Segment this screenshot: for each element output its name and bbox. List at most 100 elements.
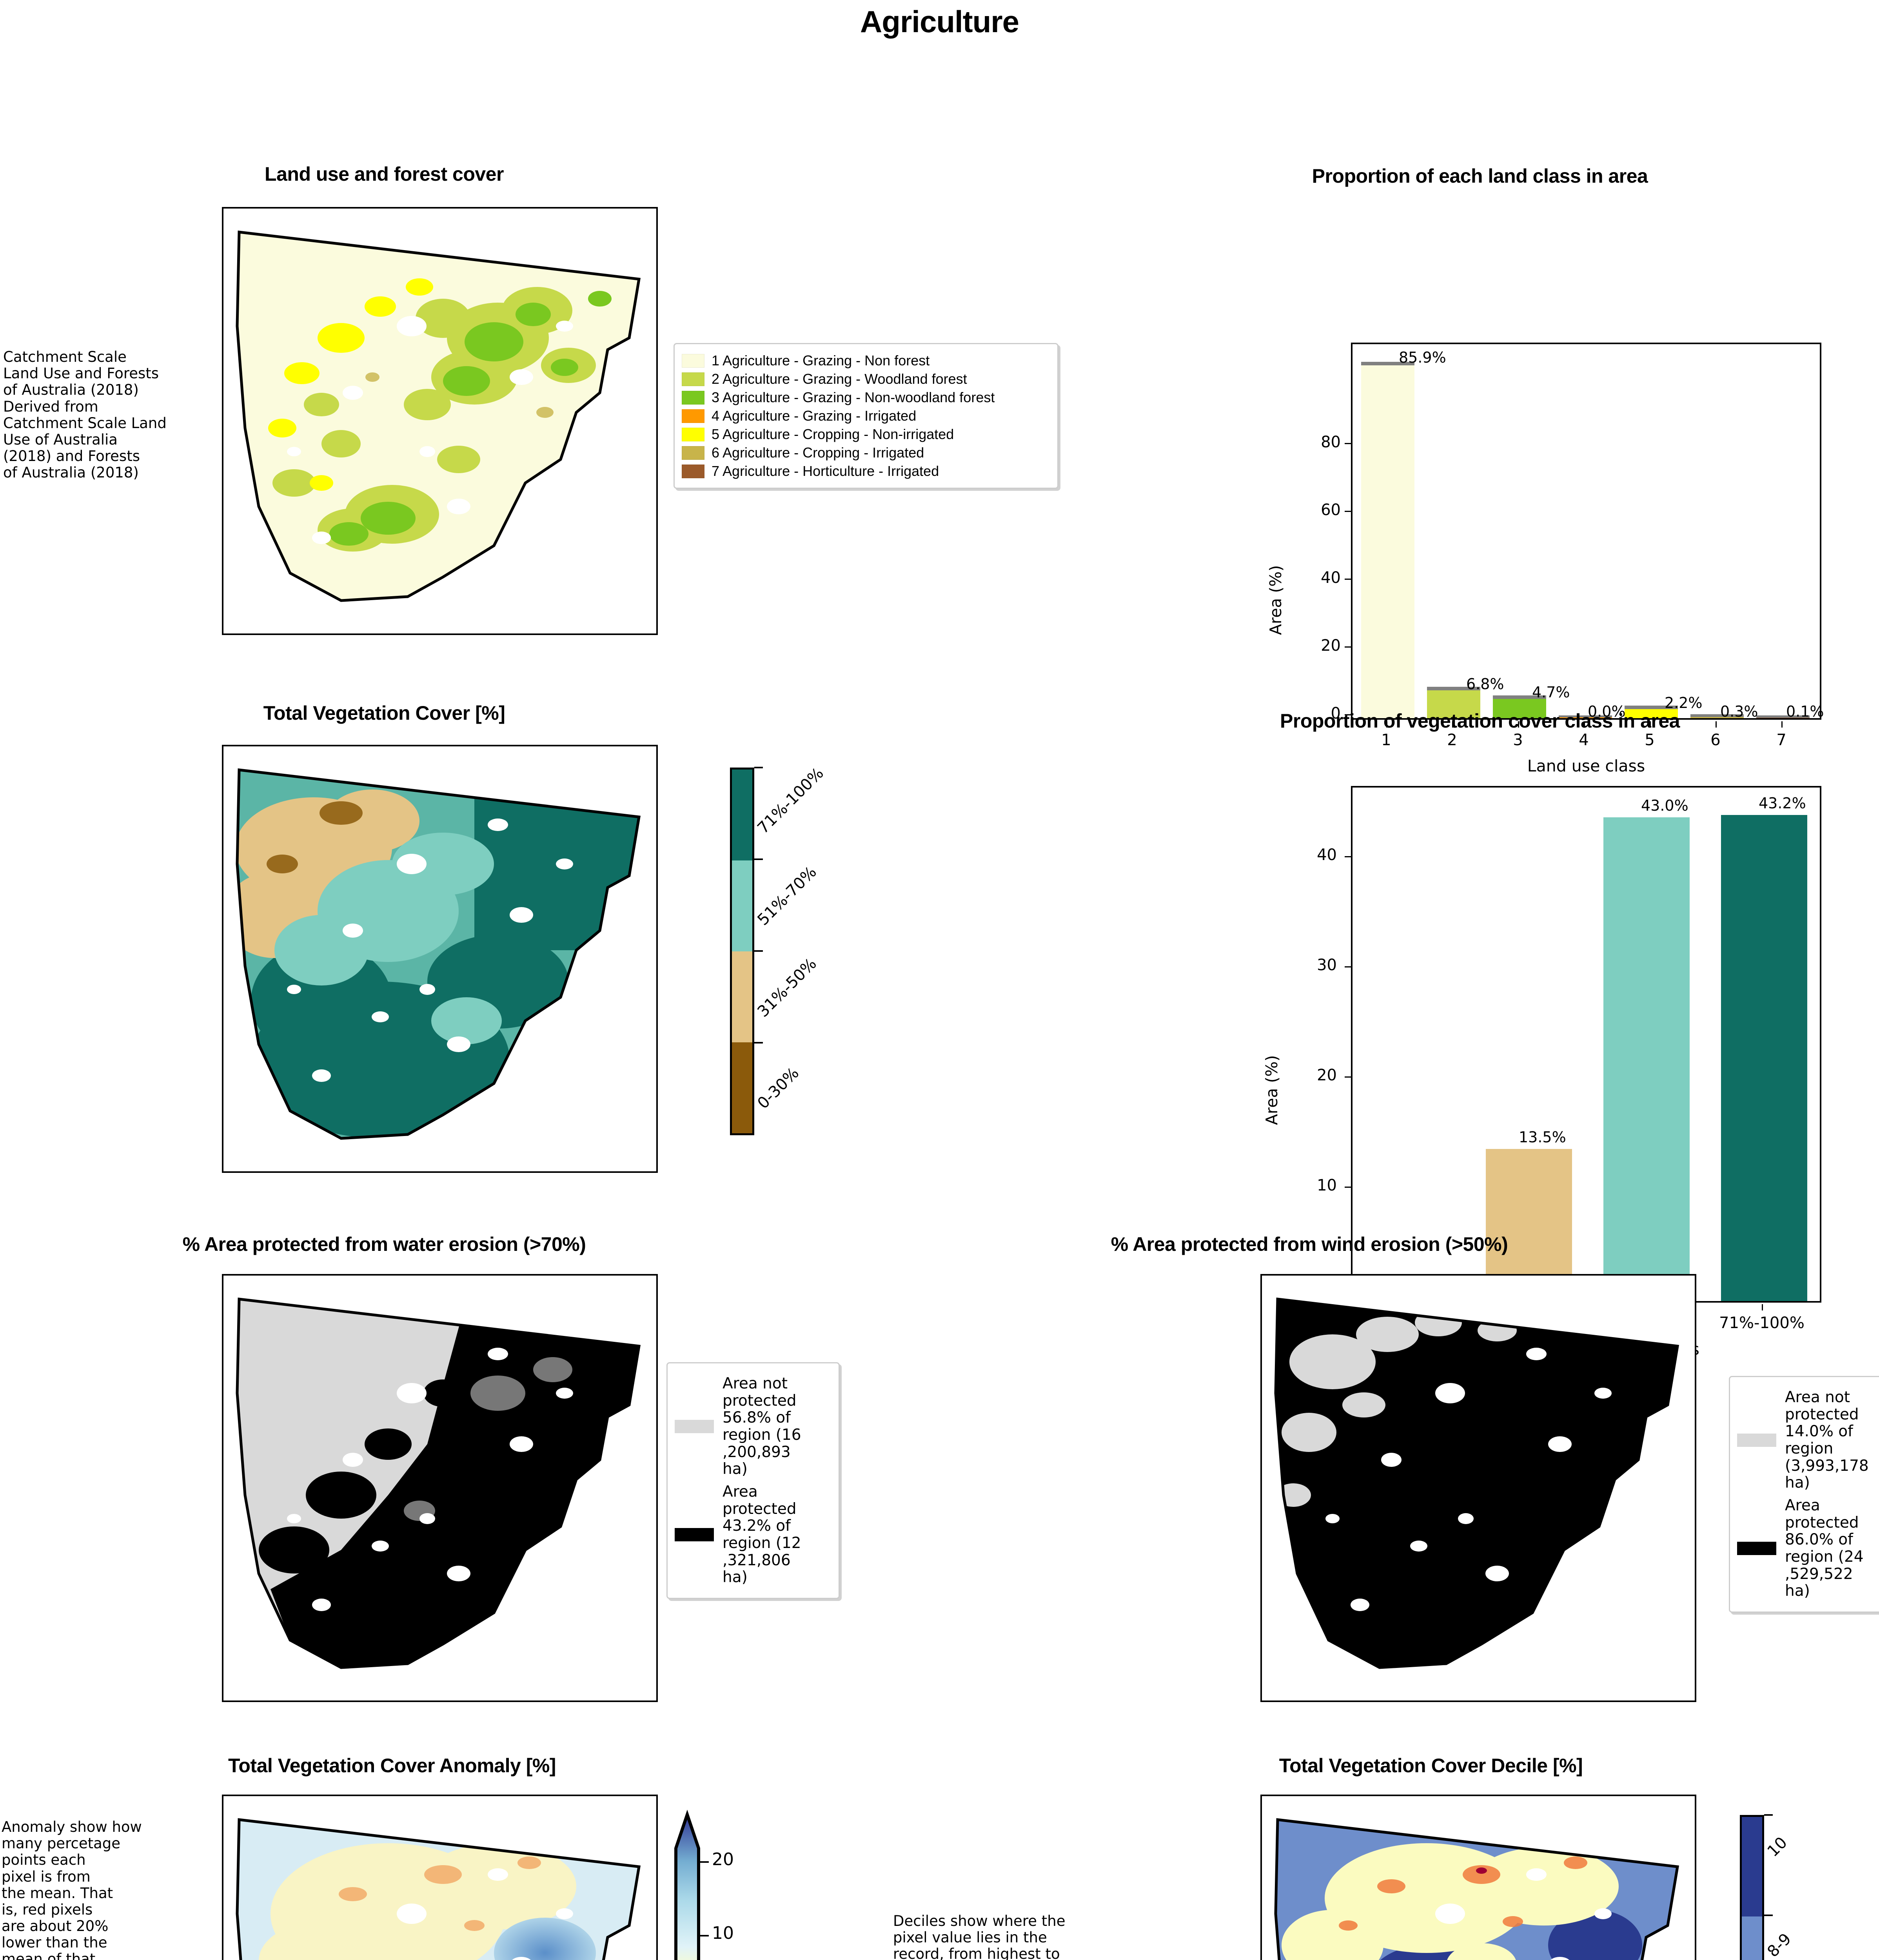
water-erosion-map[interactable] xyxy=(222,1274,658,1702)
x-tick-label: 7 xyxy=(1776,731,1786,749)
bar[interactable] xyxy=(1559,715,1612,718)
y-axis-label: Area (%) xyxy=(1262,1055,1281,1125)
colorbar-tick xyxy=(754,858,763,860)
bar[interactable] xyxy=(1427,687,1480,718)
legend-item[interactable]: Area protected 43.2% of region (12 ,321,… xyxy=(675,1483,831,1586)
bar[interactable] xyxy=(1721,815,1807,1301)
veg-class-chart: Proportion of vegetation cover class in … xyxy=(1117,698,1843,1359)
y-tick-mark xyxy=(1345,579,1351,580)
legend-swatch-icon xyxy=(682,354,704,368)
water-erosion-panel-title: % Area protected from water erosion (>70… xyxy=(78,1233,690,1256)
y-tick-label: 20 xyxy=(1317,1066,1337,1084)
y-tick-mark xyxy=(1345,646,1351,648)
bar-value-label: 6.8% xyxy=(1466,675,1504,693)
anomaly-map-shape xyxy=(236,1818,641,1960)
legend-item[interactable]: Area not protected 56.8% of region (16 ,… xyxy=(675,1375,831,1478)
land-class-chart-title: Proportion of each land class in area xyxy=(1312,165,1648,187)
colorbar-tick xyxy=(700,1861,709,1863)
colorbar-tick xyxy=(754,950,763,952)
x-tick-mark xyxy=(1781,721,1783,728)
x-tick-label: 4 xyxy=(1579,731,1589,749)
veg-cover-map[interactable] xyxy=(222,745,658,1173)
veg-class-chart-title: Proportion of vegetation cover class in … xyxy=(1280,710,1680,732)
bar[interactable] xyxy=(1361,362,1414,718)
anomaly-map[interactable] xyxy=(222,1795,658,1960)
x-tick-label: 2 xyxy=(1447,731,1457,749)
legend-swatch-icon xyxy=(1737,1542,1776,1555)
y-tick-mark xyxy=(1345,1076,1351,1078)
decile-colorbar[interactable] xyxy=(1740,1815,1764,1960)
veg-cover-panel-title: Total Vegetation Cover [%] xyxy=(129,702,639,724)
y-tick-label: 10 xyxy=(1317,1176,1337,1194)
decile-title: Total Vegetation Cover Decile [%] xyxy=(1279,1755,1583,1777)
colorbar-label: 31%-50% xyxy=(754,955,820,1021)
legend-label: 3 Agriculture - Grazing - Non-woodland f… xyxy=(712,389,995,405)
x-tick-mark xyxy=(1650,721,1651,728)
x-tick-label: 5 xyxy=(1645,731,1655,749)
anomaly-colorbar[interactable] xyxy=(674,1809,701,1960)
legend-label: 4 Agriculture - Grazing - Irrigated xyxy=(712,408,917,424)
land-use-map-shape xyxy=(236,230,641,602)
x-tick-mark xyxy=(1584,721,1585,728)
y-tick-label: 40 xyxy=(1321,569,1341,587)
decile-map-shape xyxy=(1274,1818,1679,1960)
land-class-chart: Proportion of each land class in area 80… xyxy=(1117,157,1843,775)
veg-cover-colorbar[interactable] xyxy=(730,768,754,1135)
legend-label: 6 Agriculture - Cropping - Irrigated xyxy=(712,445,924,461)
legend-item[interactable]: 7 Agriculture - Horticulture - Irrigated xyxy=(682,463,1050,479)
bar[interactable] xyxy=(1690,714,1744,718)
legend-label: 7 Agriculture - Horticulture - Irrigated xyxy=(712,463,939,479)
y-tick-label: 40 xyxy=(1317,846,1337,864)
decile-map[interactable] xyxy=(1260,1795,1696,1960)
wind-erosion-title: % Area protected from wind erosion (>50%… xyxy=(1111,1233,1508,1255)
legend-swatch-icon xyxy=(1737,1434,1776,1447)
colorbar-segment xyxy=(732,951,752,1042)
colorbar-segment xyxy=(732,860,752,951)
bar-value-label: 85.9% xyxy=(1399,349,1446,366)
legend-item[interactable]: 5 Agriculture - Cropping - Non-irrigated xyxy=(682,426,1050,443)
legend-item[interactable]: 2 Agriculture - Grazing - Woodland fores… xyxy=(682,371,1050,387)
bar-value-label: 2.2% xyxy=(1665,694,1703,711)
bar[interactable] xyxy=(1493,695,1546,718)
legend-item[interactable]: 1 Agriculture - Grazing - Non forest xyxy=(682,352,1050,369)
y-tick-mark xyxy=(1345,966,1351,967)
legend-label: Area protected 86.0% of region (24 ,529,… xyxy=(1785,1497,1864,1600)
land-use-title: Land use and forest cover xyxy=(265,163,504,185)
legend-item[interactable]: 3 Agriculture - Grazing - Non-woodland f… xyxy=(682,389,1050,406)
bar[interactable] xyxy=(1756,715,1810,718)
legend-swatch-icon xyxy=(682,464,704,478)
legend-item[interactable]: Area not protected 14.0% of region (3,99… xyxy=(1737,1389,1879,1492)
legend-item[interactable]: Area protected 86.0% of region (24 ,529,… xyxy=(1737,1497,1879,1600)
bar-value-label: 13.5% xyxy=(1519,1129,1566,1146)
y-tick-mark xyxy=(1345,714,1351,715)
bar[interactable] xyxy=(1625,706,1678,718)
wind-erosion-map[interactable] xyxy=(1260,1274,1696,1702)
legend-swatch-icon xyxy=(682,409,704,423)
bar[interactable] xyxy=(1603,817,1690,1301)
colorbar-tick xyxy=(754,1042,763,1044)
veg-cover-map-shape xyxy=(236,768,641,1140)
legend-label: Area protected 43.2% of region (12 ,321,… xyxy=(723,1483,801,1586)
land-use-map[interactable] xyxy=(222,207,658,635)
legend-swatch-icon xyxy=(682,427,704,441)
colorbar-label: 71%-100% xyxy=(754,764,827,837)
colorbar-segment xyxy=(1742,1916,1762,1960)
decile-note: Deciles show where the pixel value lies … xyxy=(893,1913,1066,1960)
y-tick-label: 30 xyxy=(1317,956,1337,974)
plot-area: 0.3% 13.5% 43.0% 43.2% xyxy=(1351,786,1821,1303)
x-tick-label: 6 xyxy=(1710,731,1721,749)
y-tick-mark xyxy=(1345,1187,1351,1188)
y-tick-label: 60 xyxy=(1321,501,1341,519)
legend-item[interactable]: 6 Agriculture - Cropping - Irrigated xyxy=(682,445,1050,461)
legend-item[interactable]: 4 Agriculture - Grazing - Irrigated xyxy=(682,408,1050,424)
colorbar-label: 10 xyxy=(712,1923,734,1943)
bar-value-label: 43.0% xyxy=(1641,797,1688,814)
land-use-legend: 1 Agriculture - Grazing - Non forest 2 A… xyxy=(674,343,1058,489)
x-tick-mark xyxy=(1452,721,1453,728)
y-tick-mark xyxy=(1345,511,1351,512)
y-axis-label: Area (%) xyxy=(1266,565,1285,635)
y-tick-label: 0 xyxy=(1331,704,1341,722)
x-axis-label: Land use class xyxy=(1527,757,1645,775)
wind-erosion-legend: Area not protected 14.0% of region (3,99… xyxy=(1729,1376,1879,1613)
y-tick-mark xyxy=(1345,856,1351,857)
